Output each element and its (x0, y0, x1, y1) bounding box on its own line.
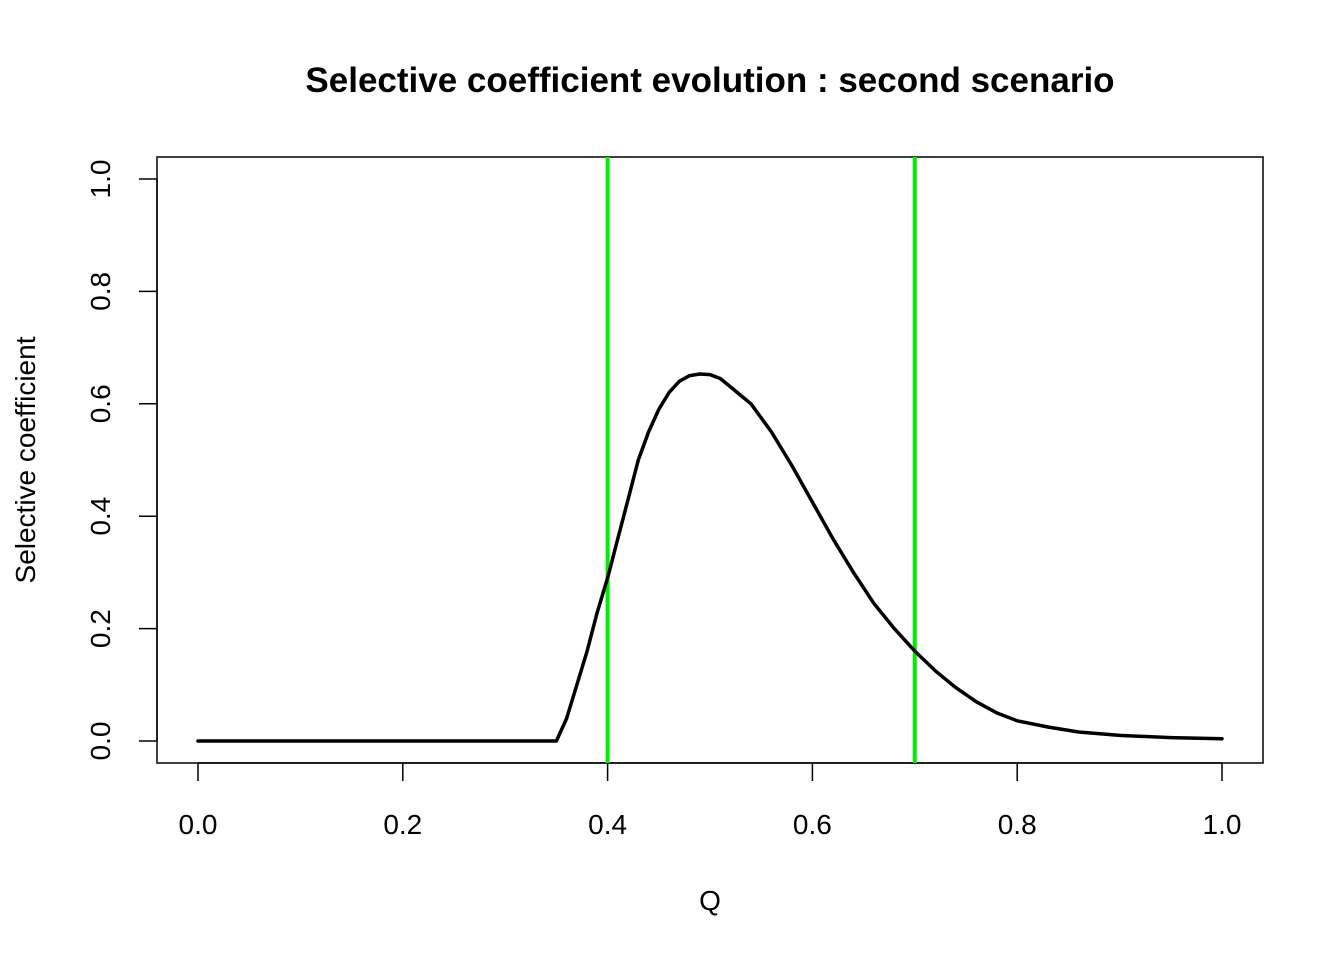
plot-frame (156, 156, 1264, 764)
y-tick-label: 0.6 (85, 384, 116, 423)
x-tick-label: 0.4 (588, 809, 627, 840)
x-tick-label: 0.6 (793, 809, 832, 840)
series-layer (196, 372, 1224, 743)
y-tick-label: 0.4 (85, 497, 116, 536)
chart-title: Selective coefficient evolution : second… (305, 61, 1114, 100)
x-tick-label: 0.2 (383, 809, 422, 840)
x-axis-label: Q (699, 885, 721, 916)
y-tick-label: 0.8 (85, 272, 116, 311)
y-axis-label: Selective coefficient (10, 336, 41, 583)
x-tick-label: 0.8 (998, 809, 1037, 840)
y-axis: 0.0 0.2 0.4 0.6 0.8 1.0 (85, 160, 158, 761)
y-tick-label: 0.0 (85, 722, 116, 761)
y-tick-label: 0.2 (85, 609, 116, 648)
y-tick-label: 1.0 (85, 160, 116, 199)
series-line-selective-coefficient (196, 372, 1224, 743)
x-axis: 0.0 0.2 0.4 0.6 0.8 1.0 (179, 762, 1242, 840)
reference-lines (605, 157, 917, 763)
x-tick-label: 1.0 (1203, 809, 1242, 840)
x-tick-label: 0.0 (179, 809, 218, 840)
